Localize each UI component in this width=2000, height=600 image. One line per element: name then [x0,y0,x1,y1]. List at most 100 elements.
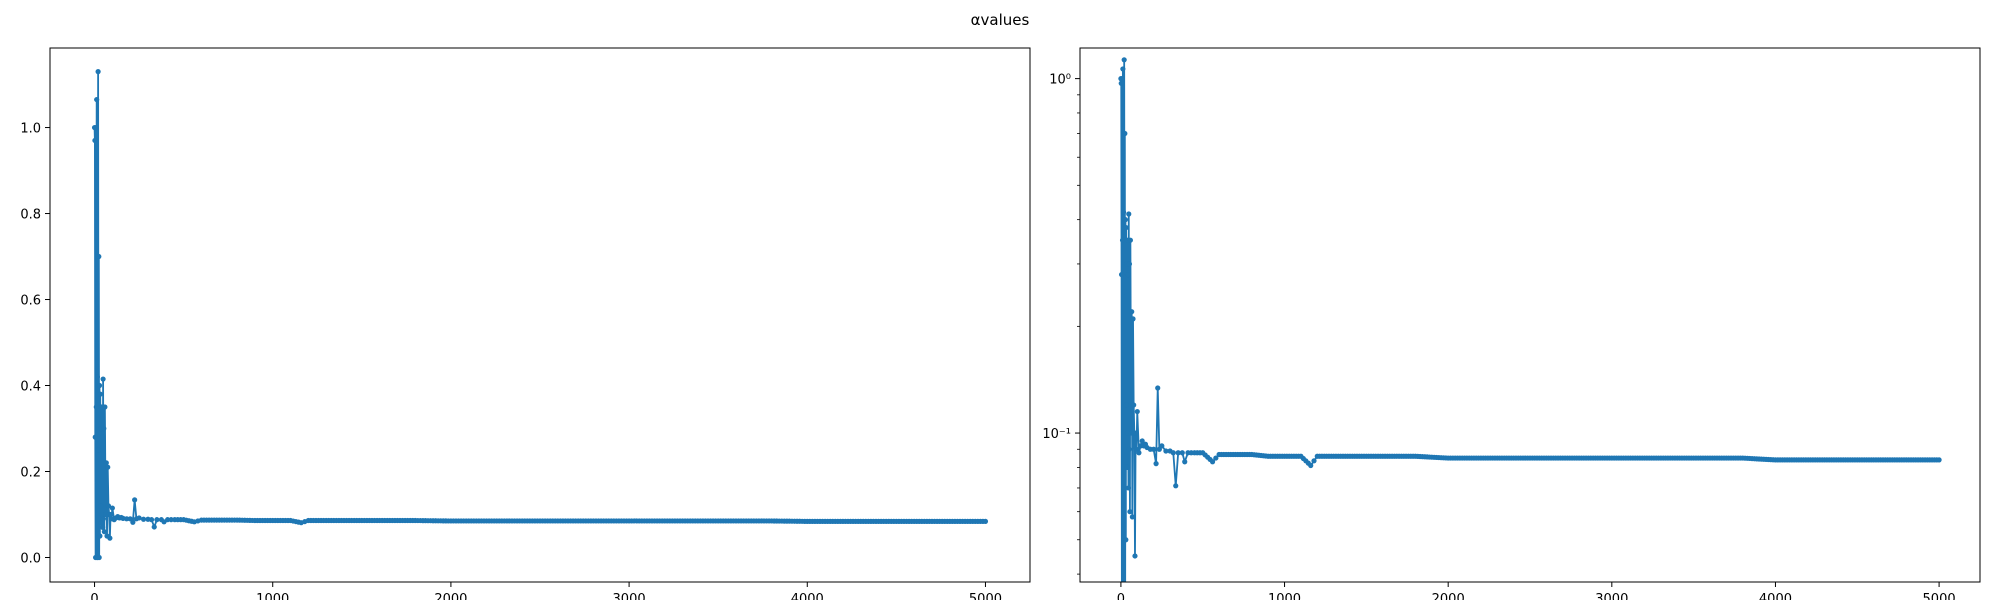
y-tick-label: 0.8 [20,208,41,223]
x-tick-label: 0 [1117,592,1125,600]
y-tick-label: 10⁻¹ [1042,427,1071,442]
data-point [1118,271,1125,278]
data-point [98,520,104,526]
axes-frame [49,47,1031,583]
data-point [1125,485,1132,491]
x-tick-label: 0 [90,592,98,600]
log-scale-plot: 0 1000 2000 3000 4000 5000 10⁻¹ 10⁰ [1042,47,1981,600]
y-tick-label: 0.6 [20,294,41,309]
data-point [1182,459,1188,465]
data-point [1175,450,1181,456]
data-point [1131,402,1137,408]
data-point [103,460,109,466]
data-point [1123,537,1129,543]
data-point [109,505,115,511]
data-point [92,137,98,144]
x-tick-label: 5000 [969,592,1002,600]
data-point [1129,309,1135,315]
data-point [102,511,109,518]
data-point [1127,237,1133,243]
data-point [1118,80,1124,86]
data-point [1163,448,1169,454]
data-point [1179,450,1185,456]
data-point [101,425,107,432]
data-point [92,434,98,440]
x-tick-label: 2000 [434,592,467,600]
data-point [165,517,171,523]
data-point [1120,209,1127,215]
data-point [151,524,157,530]
x-tick-label: 3000 [1595,592,1628,600]
data-point [97,391,103,397]
data-point [1308,462,1314,469]
y-tick-label: 1.0 [20,122,41,137]
data-point [1126,446,1132,452]
x-tick-label: 3000 [613,592,646,600]
data-point [154,517,160,523]
data-point [105,503,112,509]
data-point [107,535,113,541]
data-point [1121,289,1128,295]
x-tick-label: 4000 [1759,592,1792,600]
data-point [1120,66,1126,72]
data-point [1122,130,1128,137]
series-0 [91,69,989,561]
data-point [1127,509,1133,515]
data-point [982,518,989,524]
axes-frame [1079,47,1981,583]
data-point [93,124,99,131]
data-point [1209,459,1216,465]
data-point [96,382,103,389]
data-point [124,516,130,522]
data-point [100,524,106,531]
data-point [148,517,155,523]
y-tick-label: 0.0 [20,551,41,566]
data-point [1311,458,1317,464]
data-point [1119,76,1125,82]
data-point [1151,446,1157,452]
linear-scale-plot: 0 1000 2000 3000 4000 5000 0.0 0.2 0.4 0.6 0.8 1.0 [20,47,1031,600]
data-point [1124,464,1130,471]
data-point [168,517,174,523]
data-point [97,533,103,539]
data-point [105,464,111,470]
data-point [1159,443,1165,449]
data-point [140,516,147,522]
data-point [132,497,138,503]
data-point [1121,57,1127,63]
data-point [95,69,101,75]
data-point [1123,224,1129,231]
x-tick-label: 1000 [256,592,289,600]
figure-suptitle: αvalues [971,11,1030,29]
data-point [1139,438,1145,444]
series-0 [1118,57,1942,582]
data-point [107,511,114,518]
data-point [1936,457,1942,463]
data-point [96,554,102,561]
data-point [101,529,107,535]
data-point [100,516,107,522]
x-tick-label: 1000 [1268,592,1301,600]
data-point [99,511,105,518]
y-tick-label: 10⁰ [1049,73,1071,88]
data-point [1134,408,1140,415]
data-point [130,519,136,525]
data-point [100,376,106,382]
data-point [1119,237,1126,243]
data-point [1130,316,1136,322]
y-tick-label: 0.4 [20,380,41,395]
data-point [102,404,108,410]
data-point [98,503,104,509]
data-point [1125,271,1131,278]
data-point [1170,450,1176,456]
data-point [1123,402,1130,408]
data-point [96,253,102,260]
data-point [1213,455,1219,461]
data-point [1136,450,1142,456]
data-point [1126,261,1133,267]
data-point [1129,514,1135,520]
data-point [99,434,105,440]
data-point [93,404,99,410]
